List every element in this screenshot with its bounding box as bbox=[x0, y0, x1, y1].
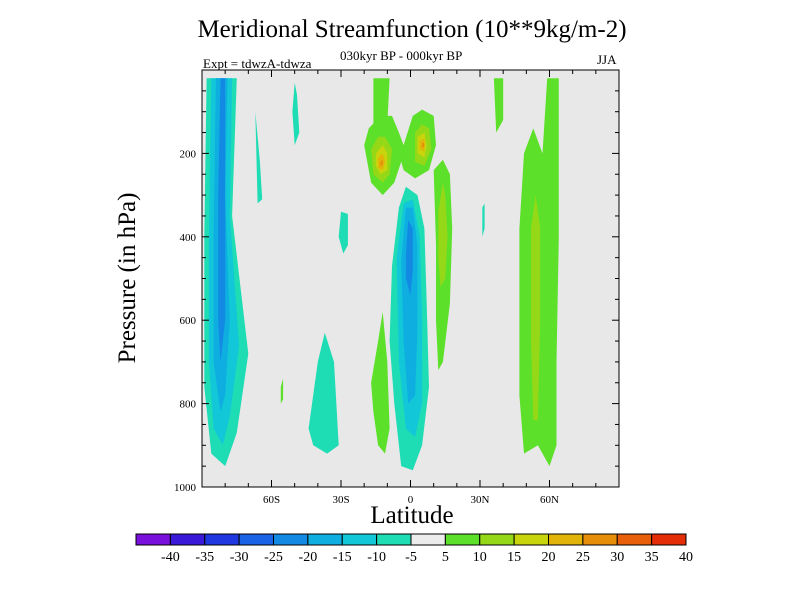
colorbar-swatch bbox=[444, 533, 481, 546]
colorbar-label: -5 bbox=[405, 550, 417, 565]
contour-region bbox=[292, 82, 300, 146]
season-label: JJA bbox=[597, 52, 617, 67]
colorbar-label: 25 bbox=[576, 550, 590, 565]
colorbar-swatch bbox=[513, 533, 549, 546]
contour-region bbox=[422, 143, 425, 148]
colorbar-swatch bbox=[616, 533, 653, 546]
contour-region bbox=[371, 311, 390, 454]
contour-region bbox=[255, 111, 263, 204]
colorbar-swatch bbox=[204, 533, 240, 546]
colorbar-swatch bbox=[307, 533, 343, 546]
contour-region bbox=[405, 220, 413, 296]
colorbar-swatch bbox=[273, 533, 309, 546]
colorbar-label: -10 bbox=[367, 550, 386, 565]
contour-region bbox=[482, 203, 485, 237]
contour-region bbox=[438, 182, 448, 287]
y-tick-label: 200 bbox=[180, 148, 197, 160]
contour-region bbox=[308, 332, 339, 454]
contour-regions bbox=[204, 78, 559, 471]
x-tick-label: 30N bbox=[471, 494, 490, 506]
contour-region bbox=[218, 78, 226, 362]
colorbar-swatch bbox=[135, 533, 171, 546]
colorbar: -40 -35 -30 -25 -20 -15 -10 -5 5 10 15 20 25 30 35 40 bbox=[135, 533, 693, 565]
colorbar-swatch bbox=[651, 533, 687, 546]
contour-region bbox=[280, 378, 284, 404]
chart-title: Meridional Streamfunction (10**9kg/m-2) bbox=[197, 16, 627, 43]
colorbar-label: 5 bbox=[442, 550, 449, 565]
contour-region bbox=[419, 138, 425, 152]
colorbar-label: -20 bbox=[299, 550, 318, 565]
colorbar-swatch bbox=[582, 533, 618, 546]
contour-region bbox=[338, 211, 348, 254]
colorbar-swatch bbox=[169, 533, 206, 546]
contour-region bbox=[531, 195, 541, 421]
colorbar-label: -25 bbox=[264, 550, 283, 565]
colorbar-label: 30 bbox=[610, 550, 624, 565]
colorbar-label: 10 bbox=[473, 550, 487, 565]
colorbar-swatch bbox=[376, 533, 412, 546]
x-tick-label: 60N bbox=[540, 494, 559, 506]
experiment-label: Expt = tdwzA-tdwza bbox=[203, 56, 312, 71]
colorbar-label: -30 bbox=[230, 550, 249, 565]
colorbar-swatch bbox=[238, 533, 274, 546]
y-tick-label: 800 bbox=[180, 399, 197, 411]
colorbar-swatch bbox=[548, 533, 584, 546]
colorbar-label: 20 bbox=[542, 550, 556, 565]
colorbar-swatch bbox=[479, 533, 515, 546]
colorbar-swatch bbox=[341, 533, 378, 546]
colorbar-label: 15 bbox=[507, 550, 521, 565]
axis-ticks: 200 400 600 800 1000 60S 30S 0 30N 60N bbox=[174, 70, 619, 506]
colorbar-label: 40 bbox=[679, 550, 693, 565]
chart-subtitle: 030kyr BP - 000kyr BP bbox=[340, 48, 463, 63]
contour-region bbox=[493, 78, 504, 133]
contour-region bbox=[380, 159, 383, 166]
y-tick-label: 400 bbox=[180, 232, 197, 244]
x-tick-label: 60S bbox=[263, 494, 280, 506]
colorbar-label: 35 bbox=[645, 550, 659, 565]
colorbar-label: -40 bbox=[161, 550, 180, 565]
colorbar-label: -35 bbox=[195, 550, 214, 565]
contour-region bbox=[401, 207, 418, 404]
colorbar-label: -15 bbox=[333, 550, 352, 565]
contour-region bbox=[373, 78, 390, 125]
x-axis-label: Latitude bbox=[370, 502, 454, 529]
y-tick-label: 1000 bbox=[174, 482, 197, 494]
x-tick-label: 30S bbox=[332, 494, 349, 506]
x-tick-label: 0 bbox=[408, 494, 414, 506]
colorbar-swatch bbox=[410, 533, 446, 546]
y-tick-label: 600 bbox=[180, 315, 197, 327]
